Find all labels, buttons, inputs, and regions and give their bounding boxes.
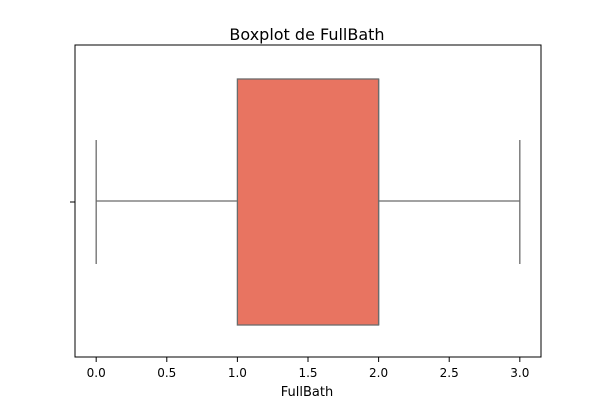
x-tick-label: 2.0 [369,366,388,380]
x-tick-label: 0.0 [87,366,106,380]
x-tick-label: 2.5 [440,366,459,380]
x-axis-ticks: 0.0 0.5 1.0 1.5 2.0 2.5 3.0 [87,357,529,380]
x-tick-label: 3.0 [510,366,529,380]
x-tick-label: 1.5 [298,366,317,380]
x-tick-label: 0.5 [157,366,176,380]
box-group [95,78,521,326]
x-tick-label: 1.0 [228,366,247,380]
x-axis-label: FullBath [281,385,333,400]
chart-title: Boxplot de FullBath [229,25,384,44]
iqr-box [236,78,380,326]
